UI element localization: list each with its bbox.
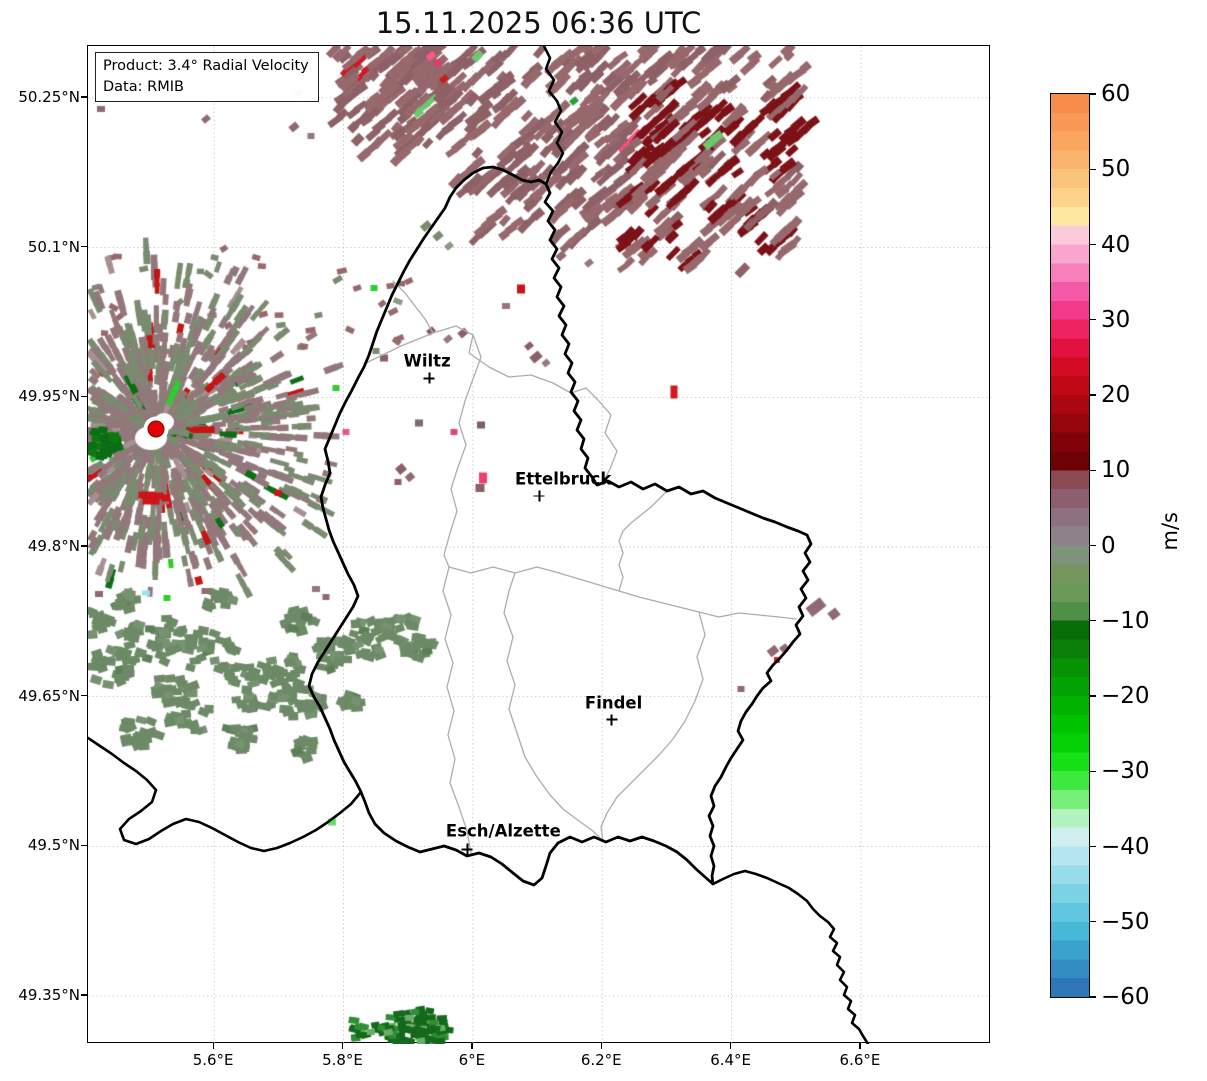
axis-tick-mark	[81, 545, 87, 547]
colorbar-tick-mark	[1090, 469, 1096, 471]
y-axis-tick-label: 49.65°N	[18, 686, 80, 705]
luxembourg-border	[307, 165, 813, 887]
district-border	[448, 566, 797, 620]
y-axis-tick-label: 49.95°N	[18, 387, 80, 406]
y-axis-tick-label: 50.25°N	[18, 87, 80, 106]
axis-tick-mark	[81, 695, 87, 697]
axis-tick-mark	[81, 395, 87, 397]
city-marker-icon	[533, 490, 545, 502]
axis-tick-mark	[81, 245, 87, 248]
country-border	[711, 869, 870, 1044]
x-axis-tick-label: 6.4°E	[710, 1051, 752, 1069]
colorbar-tick-mark	[1090, 921, 1096, 923]
district-border	[618, 490, 668, 592]
borders-layer	[88, 46, 870, 1044]
data-source-line: Data: RMIB	[103, 78, 184, 95]
axis-tick-mark	[730, 1043, 732, 1049]
colorbar	[1050, 93, 1090, 998]
colorbar-tick-label: −30	[1101, 758, 1150, 785]
colorbar-tick-mark	[1090, 168, 1096, 170]
district-border	[442, 566, 472, 854]
colorbar-tick-label: 30	[1101, 306, 1131, 333]
colorbar-tick-mark	[1090, 620, 1096, 622]
district-border	[443, 334, 482, 568]
city-label: Findel	[584, 693, 643, 713]
axis-tick-mark	[471, 1043, 473, 1049]
colorbar-tick-mark	[1090, 93, 1096, 95]
x-axis-tick-label: 6.6°E	[839, 1051, 881, 1069]
axis-tick-mark	[81, 844, 87, 847]
axis-tick-mark	[81, 96, 87, 98]
y-axis-tick-label: 50.1°N	[27, 237, 80, 256]
colorbar-tick-label: 10	[1101, 457, 1131, 484]
colorbar-tick-label: 20	[1101, 382, 1131, 408]
city-label: Wiltz	[403, 351, 451, 371]
colorbar-tick-label: −40	[1101, 833, 1150, 860]
city-label: Esch/Alzette	[445, 821, 561, 841]
colorbar-tick-label: 40	[1101, 231, 1131, 258]
map-area: Product: 3.4° Radial Velocity Data: RMIB	[87, 45, 991, 1044]
colorbar-tick-mark	[1090, 319, 1096, 321]
axis-tick-mark	[341, 1043, 344, 1049]
axis-tick-mark	[600, 1043, 602, 1049]
country-border	[88, 736, 363, 853]
colorbar-tick-label: 0	[1101, 532, 1116, 559]
district-border	[392, 280, 434, 334]
colorbar-tick-mark	[1090, 845, 1096, 848]
city-label: Ettelbruck	[514, 469, 612, 489]
colorbar-unit-label: m/s	[1158, 512, 1182, 551]
colorbar-tick-label: 60	[1101, 81, 1131, 107]
x-axis-tick-label: 5.8°E	[322, 1051, 363, 1069]
district-border	[596, 398, 618, 483]
colorbar-tick-label: 50	[1101, 156, 1131, 183]
y-axis-tick-label: 49.5°N	[27, 836, 80, 855]
y-axis-tick-label: 49.8°N	[27, 536, 80, 555]
colorbar-tick-mark	[1090, 695, 1096, 697]
axis-tick-mark	[81, 994, 87, 996]
colorbar-tick-label: −10	[1101, 607, 1150, 634]
city-marker-icon	[606, 714, 618, 726]
colorbar-tick-label: −20	[1101, 683, 1150, 709]
product-line: Product: 3.4° Radial Velocity	[103, 58, 309, 74]
axis-tick-mark	[212, 1043, 214, 1049]
colorbar-tick-mark	[1090, 770, 1096, 772]
city-marker-icon	[461, 843, 473, 855]
radar-echo-layer	[88, 46, 991, 1044]
district-border	[503, 572, 604, 842]
axis-tick-mark	[859, 1043, 861, 1049]
colorbar-tick-mark	[1090, 394, 1096, 396]
colorbar-tick-label: −50	[1101, 908, 1150, 935]
colorbar-tick-mark	[1090, 544, 1096, 547]
product-info-box: Product: 3.4° Radial Velocity Data: RMIB	[95, 52, 319, 103]
colorbar-tick-mark	[1090, 243, 1096, 246]
colorbar-tick-mark	[1090, 996, 1096, 998]
colorbar-tick-label: −60	[1101, 984, 1150, 1010]
x-axis-tick-label: 5.6°E	[192, 1051, 234, 1069]
x-axis-tick-label: 6.2°E	[580, 1051, 622, 1069]
city-marker-icon	[423, 372, 435, 384]
figure-title: 15.11.2025 06:36 UTC	[375, 6, 702, 40]
x-axis-tick-label: 6°E	[458, 1051, 486, 1069]
district-border	[600, 611, 706, 842]
country-border	[542, 46, 565, 186]
radar-site-marker	[147, 420, 165, 438]
y-axis-tick-label: 49.35°N	[18, 986, 80, 1005]
